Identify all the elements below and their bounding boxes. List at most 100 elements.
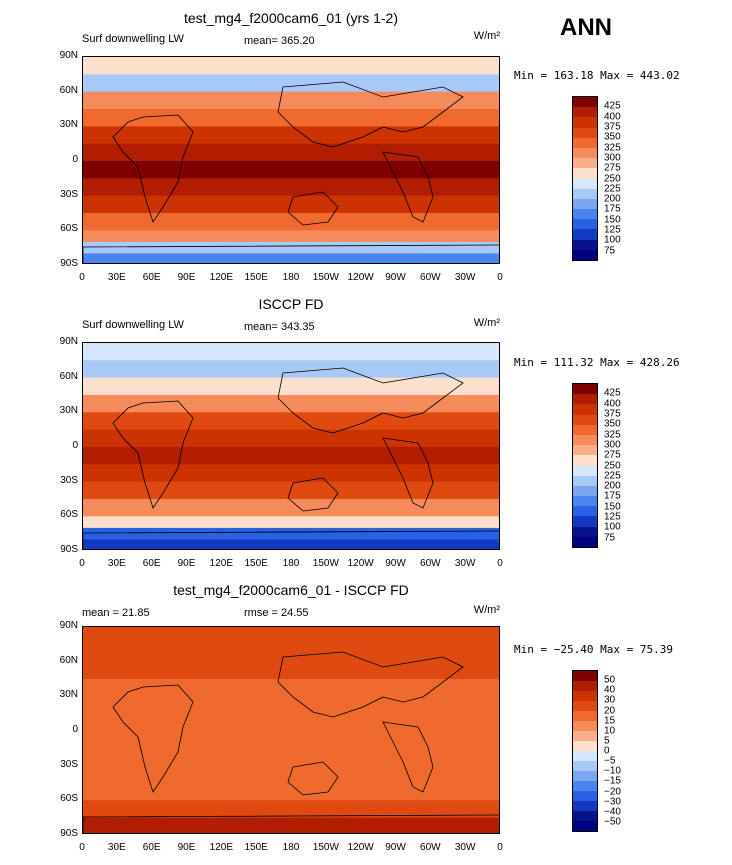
panel-diff: test_mg4_f2000cam6_01 - ISCCP FD mean = … (0, 574, 732, 864)
colorbar-swatch (573, 127, 597, 138)
colorbar-swatch (573, 691, 597, 701)
colorbar-label: −15 (604, 775, 621, 787)
lat-band (83, 661, 499, 680)
colorbar-swatch (573, 741, 597, 751)
colorbar-swatch (573, 97, 597, 108)
colorbar-swatch (573, 198, 597, 210)
x-tick-label: 90E (177, 558, 196, 569)
coastline (112, 684, 194, 793)
colorbar-label: 250 (604, 460, 621, 471)
map-plot (82, 626, 500, 834)
colorbar (572, 96, 598, 261)
colorbar-swatch (573, 465, 597, 476)
y-tick-label: 30S (60, 474, 78, 486)
map-svg (83, 343, 499, 549)
y-tick-label: 0 (72, 154, 78, 165)
coastline (382, 151, 434, 223)
colorbar-label: 375 (604, 408, 621, 420)
units-label: W/m² (473, 604, 500, 616)
variable-label: Surf downwelling LW (82, 319, 184, 331)
coastline (83, 530, 499, 549)
lat-band (83, 213, 499, 231)
lat-band (83, 464, 499, 483)
min-max-label: Min = 163.18 Max = 443.02 (514, 69, 680, 82)
colorbar-label: −30 (604, 796, 621, 808)
x-tick-label: 60E (142, 558, 161, 569)
x-tick-label: 120W (347, 842, 374, 853)
colorbar-label: 425 (604, 387, 621, 399)
colorbar-label: 400 (604, 398, 621, 410)
x-tick-label: 120W (347, 272, 374, 283)
x-tick-label: 150E (244, 272, 268, 283)
lat-band (83, 126, 499, 145)
lat-band (83, 241, 499, 254)
colorbar-swatch (573, 168, 597, 179)
lat-band (83, 644, 499, 663)
lat-band (83, 539, 499, 549)
y-tick-label: 60S (60, 223, 78, 235)
colorbar-swatch (573, 384, 597, 395)
y-tick-label: 30N (59, 119, 78, 131)
colorbar-swatch (573, 711, 597, 721)
x-tick-label: 30W (454, 272, 476, 283)
lat-band (83, 783, 499, 801)
colorbar-swatch (573, 117, 597, 128)
lat-band (83, 447, 499, 465)
colorbar-swatch (573, 496, 597, 507)
colorbar-swatch (573, 771, 597, 781)
colorbar-swatch (573, 701, 597, 711)
colorbar-label: 0 (604, 745, 610, 757)
x-tick-label: 180 (282, 558, 300, 569)
colorbar-swatch (573, 811, 597, 821)
y-tick-label: 90S (60, 258, 78, 269)
x-tick-label: 30W (454, 842, 476, 853)
colorbar-label: 175 (604, 490, 621, 502)
x-tick-label: 120E (209, 558, 234, 569)
colorbar-swatch (573, 404, 597, 415)
panel-model: test_mg4_f2000cam6_01 (yrs 1-2) Surf dow… (0, 0, 732, 290)
colorbar-label: 400 (604, 111, 621, 123)
colorbar-swatch (573, 188, 597, 199)
colorbar-label: 225 (604, 470, 621, 482)
y-tick-label: 60N (59, 84, 78, 96)
colorbar-label: 150 (604, 501, 621, 513)
map-svg (83, 627, 499, 833)
mean-label: mean= 365.20 (244, 35, 315, 47)
y-tick-label: 30S (60, 188, 78, 200)
y-tick-label: 60S (60, 509, 78, 521)
min-max-label: Min = −25.40 Max = 75.39 (514, 643, 673, 656)
colorbar-label: 10 (604, 725, 616, 737)
colorbar-swatch (573, 455, 597, 466)
colorbar-label: 75 (604, 245, 616, 257)
map-plot (82, 56, 500, 264)
season-label: ANN (560, 14, 612, 41)
y-tick-label: 30N (59, 689, 78, 701)
lat-band (83, 765, 499, 784)
panel-title: test_mg4_f2000cam6_01 - ISCCP FD (173, 582, 409, 598)
lat-band (83, 527, 499, 540)
y-tick-label: 60N (59, 654, 78, 666)
x-tick-label: 60W (420, 842, 441, 853)
x-tick-label: 60E (142, 272, 161, 283)
coastline (382, 437, 434, 509)
lat-band (83, 817, 499, 833)
units-label: W/m² (473, 30, 500, 42)
colorbar-swatch (573, 721, 597, 731)
colorbar-swatch (573, 731, 597, 741)
colorbar-swatch (573, 147, 597, 159)
panel-title: test_mg4_f2000cam6_01 (yrs 1-2) (184, 10, 398, 26)
colorbar-label: 225 (604, 183, 621, 195)
x-tick-label: 0 (79, 558, 85, 569)
lat-band (83, 230, 499, 243)
variable-label: Surf downwelling LW (82, 33, 184, 45)
min-max-label: Min = 111.32 Max = 428.26 (514, 356, 680, 369)
colorbar-swatch (573, 414, 597, 425)
colorbar-swatch (573, 791, 597, 801)
y-tick-label: 60N (59, 370, 78, 382)
x-tick-label: 120W (347, 558, 374, 569)
colorbar-label: 175 (604, 203, 621, 215)
colorbar-swatch (573, 761, 597, 771)
x-tick-label: 60E (142, 842, 161, 853)
colorbar-swatch (573, 158, 597, 169)
colorbar-swatch (573, 229, 597, 240)
